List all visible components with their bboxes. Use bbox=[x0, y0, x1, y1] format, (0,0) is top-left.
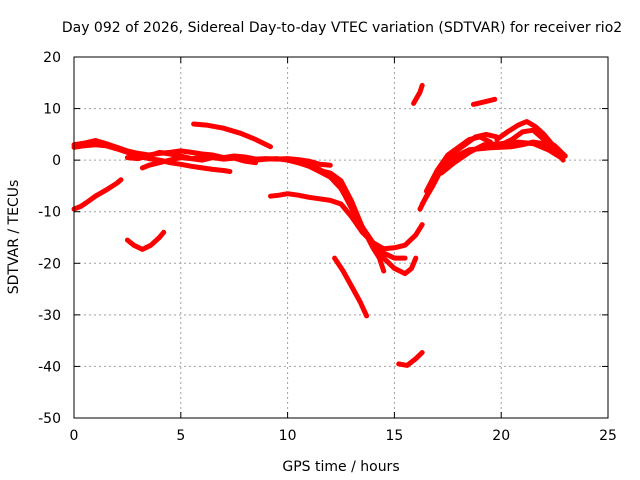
series-arc-g bbox=[191, 121, 273, 150]
grid-lines bbox=[74, 57, 608, 418]
y-tick-label: 0 bbox=[52, 153, 61, 169]
series-arc-l bbox=[332, 255, 370, 319]
plot-frame bbox=[73, 56, 609, 419]
series-arc-o bbox=[470, 96, 498, 107]
y-tick-label: -30 bbox=[38, 308, 61, 324]
y-tick-label: -10 bbox=[38, 205, 61, 221]
data-series bbox=[71, 82, 568, 368]
series-arc-n bbox=[411, 82, 425, 106]
y-axis-label: SDTVAR / TECUs bbox=[6, 180, 22, 295]
y-tick-label: -50 bbox=[38, 411, 61, 427]
x-tick-label: 25 bbox=[599, 428, 617, 444]
x-tick-label: 5 bbox=[176, 428, 185, 444]
axis-ticks: 0 5 10 15 20 25 -50 -40 -30 -20 -10 0 10 20 bbox=[38, 50, 617, 444]
y-tick-label: 20 bbox=[43, 50, 61, 66]
x-axis-label: GPS time / hours bbox=[282, 459, 399, 475]
y-tick-label: 10 bbox=[43, 102, 61, 118]
series-arc-f bbox=[124, 229, 167, 252]
series-arc-d bbox=[139, 155, 259, 171]
x-tick-label: 15 bbox=[385, 428, 403, 444]
series-arc-h bbox=[268, 191, 425, 252]
chart-title: Day 092 of 2026, Sidereal Day-to-day VTE… bbox=[62, 20, 622, 36]
y-tick-label: -20 bbox=[38, 256, 61, 272]
series-arc-b bbox=[71, 142, 233, 174]
series-arc-t bbox=[498, 127, 568, 159]
x-tick-label: 0 bbox=[70, 428, 79, 444]
x-tick-label: 10 bbox=[279, 428, 297, 444]
x-tick-label: 20 bbox=[492, 428, 510, 444]
series-arc-k bbox=[317, 168, 387, 274]
y-tick-label: -40 bbox=[38, 359, 61, 375]
series-arc-u bbox=[419, 131, 500, 207]
series-arc-m bbox=[396, 350, 425, 368]
series-arc-e bbox=[71, 177, 124, 212]
